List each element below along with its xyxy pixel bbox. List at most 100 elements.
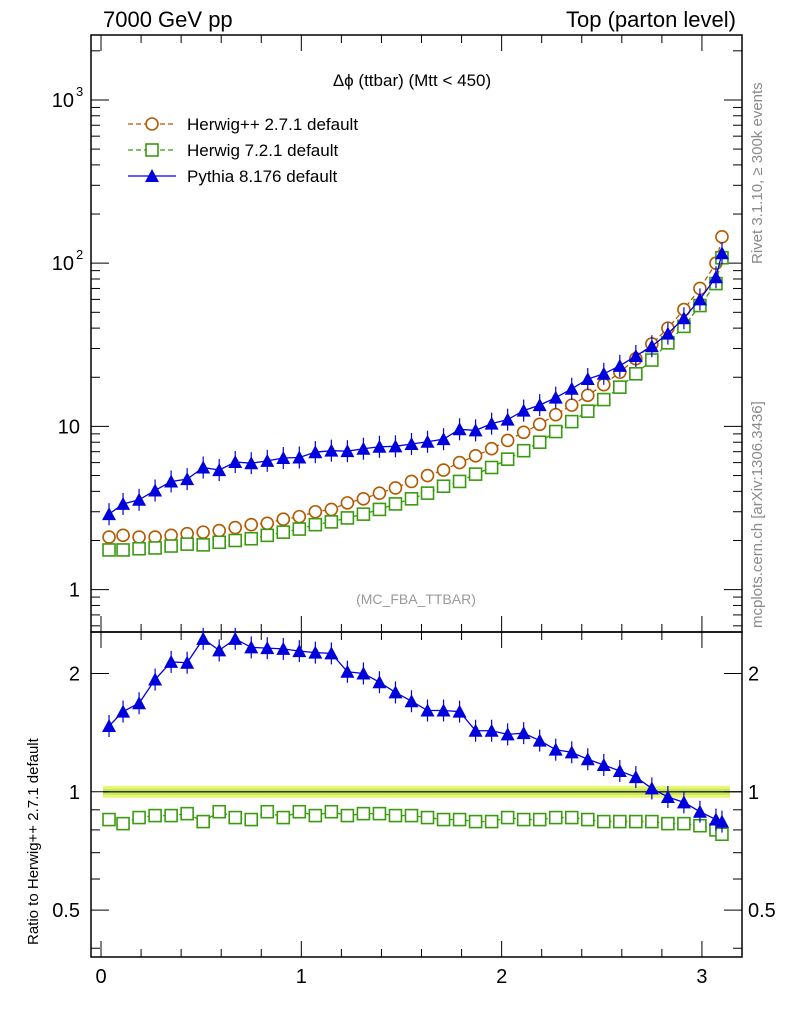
x-tick-label: 3 bbox=[696, 966, 707, 988]
data-point-square bbox=[102, 543, 116, 557]
main-herwig721-series-line bbox=[109, 257, 723, 551]
data-point-square bbox=[484, 460, 499, 475]
data-point-triangle bbox=[292, 644, 307, 658]
data-point-triangle bbox=[516, 403, 531, 417]
x-tick-label: 1 bbox=[296, 966, 307, 988]
data-point-square bbox=[132, 810, 146, 825]
data-point-triangle bbox=[276, 641, 291, 655]
data-point-circle bbox=[340, 496, 355, 510]
data-point-square bbox=[276, 810, 291, 825]
x-tick-label: 2 bbox=[496, 966, 507, 988]
data-point-triangle bbox=[468, 723, 483, 737]
data-point-triangle bbox=[564, 745, 579, 759]
data-point-triangle bbox=[714, 814, 729, 828]
data-point-square bbox=[629, 814, 643, 829]
data-point-triangle bbox=[260, 453, 275, 467]
data-point-circle bbox=[116, 528, 130, 543]
data-point-circle bbox=[500, 433, 515, 448]
x-tick-label: 0 bbox=[95, 966, 106, 988]
data-point-triangle bbox=[628, 770, 643, 784]
data-point-square bbox=[548, 810, 563, 825]
data-point-triangle bbox=[452, 422, 467, 436]
legend-marker-triangle bbox=[145, 169, 159, 182]
data-point-triangle bbox=[148, 672, 163, 686]
data-point-square bbox=[102, 812, 116, 827]
data-point-square bbox=[324, 515, 339, 529]
data-point-square bbox=[388, 497, 403, 511]
data-point-triangle bbox=[244, 456, 259, 470]
legend-label-herwig-271: Herwig++ 2.7.1 default bbox=[187, 115, 358, 134]
data-point-square bbox=[516, 443, 531, 458]
ratio-y-axis-label: Ratio to Herwig++ 2.7.1 default bbox=[25, 737, 42, 945]
data-point-circle bbox=[292, 509, 307, 524]
data-point-square bbox=[580, 812, 595, 827]
data-point-circle bbox=[404, 474, 419, 489]
main-plot-title: Δϕ (ttbar) (Mtt < 450) bbox=[333, 71, 491, 90]
data-point-square bbox=[308, 517, 323, 532]
data-point-square bbox=[468, 814, 483, 829]
data-point-triangle bbox=[132, 696, 147, 710]
data-point-triangle bbox=[102, 719, 117, 733]
data-point-square bbox=[661, 816, 675, 831]
data-point-triangle bbox=[132, 492, 147, 506]
data-point-square bbox=[516, 812, 531, 827]
data-point-triangle bbox=[324, 443, 339, 457]
data-point-square bbox=[645, 814, 659, 829]
data-point-square bbox=[548, 424, 563, 439]
data-point-square bbox=[356, 806, 371, 821]
ratio-y-tick-label-right: 0.5 bbox=[748, 900, 776, 922]
ratio-herwig721-series bbox=[102, 804, 729, 842]
data-point-triangle bbox=[388, 439, 403, 453]
data-point-triangle bbox=[228, 455, 243, 469]
data-point-circle bbox=[196, 525, 210, 539]
data-point-triangle bbox=[244, 640, 259, 654]
data-point-triangle bbox=[148, 483, 163, 497]
data-point-triangle bbox=[644, 781, 659, 795]
data-point-triangle bbox=[516, 726, 531, 740]
data-point-triangle bbox=[436, 703, 451, 717]
data-point-square bbox=[180, 537, 194, 551]
data-point-triangle bbox=[692, 804, 707, 818]
data-point-triangle bbox=[228, 631, 243, 645]
data-point-circle bbox=[260, 516, 275, 531]
data-point-triangle bbox=[324, 646, 339, 660]
main-pythia-series bbox=[102, 242, 729, 526]
data-point-triangle bbox=[468, 423, 483, 437]
data-point-square bbox=[196, 538, 210, 552]
data-point-square bbox=[212, 804, 226, 819]
data-point-circle bbox=[212, 523, 226, 538]
data-point-circle bbox=[132, 530, 146, 544]
ratio-series-group bbox=[102, 627, 742, 842]
data-point-triangle bbox=[484, 723, 499, 737]
data-point-circle bbox=[244, 517, 259, 532]
main-y-tick-exponent: 2 bbox=[76, 247, 83, 262]
legend-entry-pythia: Pythia 8.176 default bbox=[128, 167, 338, 186]
data-point-square bbox=[340, 808, 355, 823]
data-point-square bbox=[420, 486, 435, 500]
data-point-circle bbox=[372, 486, 387, 500]
data-point-square bbox=[613, 814, 627, 829]
data-point-circle bbox=[715, 230, 729, 244]
main-herwig271-series-line bbox=[108, 236, 723, 538]
data-point-triangle bbox=[116, 496, 131, 510]
data-point-triangle bbox=[212, 643, 227, 657]
data-point-triangle bbox=[404, 437, 419, 451]
data-point-square bbox=[436, 812, 451, 827]
data-point-circle bbox=[516, 425, 531, 440]
data-point-triangle bbox=[372, 439, 387, 453]
data-point-triangle bbox=[484, 416, 499, 430]
data-point-triangle bbox=[164, 654, 179, 668]
ratio-pythia-series bbox=[102, 627, 729, 833]
data-point-circle bbox=[388, 481, 403, 495]
data-point-circle bbox=[356, 492, 371, 506]
data-point-circle bbox=[548, 407, 563, 422]
data-point-triangle bbox=[436, 432, 451, 446]
ratio-pythia-series-line bbox=[108, 637, 723, 823]
data-point-triangle bbox=[372, 675, 387, 689]
data-point-square bbox=[532, 435, 547, 450]
data-point-triangle bbox=[628, 348, 643, 362]
data-point-circle bbox=[580, 388, 595, 403]
data-point-circle bbox=[468, 449, 483, 463]
data-point-circle bbox=[484, 441, 499, 456]
